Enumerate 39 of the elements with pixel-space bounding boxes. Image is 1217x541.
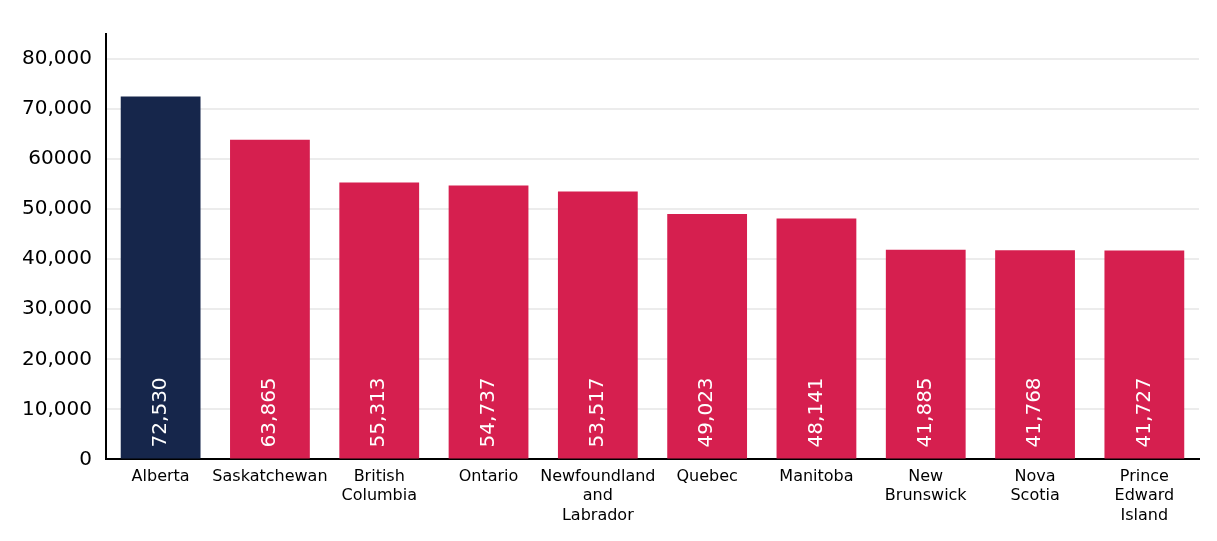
bar bbox=[230, 139, 310, 459]
y-tick-label: 30,000 bbox=[22, 295, 92, 320]
data-label: 54,737 bbox=[474, 377, 499, 448]
x-tick-label: Newfoundland and Labrador bbox=[540, 466, 656, 524]
x-tick-label: Quebec bbox=[676, 466, 738, 486]
x-tick-label: Alberta bbox=[131, 466, 190, 486]
y-tick-label: 50,000 bbox=[22, 195, 92, 220]
bar bbox=[776, 218, 857, 459]
y-tick-label: 70,000 bbox=[22, 95, 92, 120]
bar bbox=[120, 96, 201, 459]
x-tick-label: Saskatchewan bbox=[212, 466, 328, 486]
x-tick-label: Nova Scotia bbox=[1010, 466, 1060, 505]
y-tick-label: 80,000 bbox=[22, 45, 92, 70]
y-tick-label: 20,000 bbox=[22, 345, 92, 370]
x-tick-label: Prince Edward Island bbox=[1114, 466, 1175, 524]
y-tick-label: 40,000 bbox=[22, 245, 92, 270]
bar bbox=[1104, 250, 1185, 459]
y-tick-label: 0 bbox=[79, 445, 92, 470]
bar bbox=[885, 249, 966, 459]
data-label: 41,885 bbox=[911, 377, 936, 448]
bar bbox=[448, 185, 529, 459]
y-tick-label: 60000 bbox=[28, 145, 92, 170]
data-label: 63,865 bbox=[256, 377, 281, 448]
data-label: 49,023 bbox=[693, 377, 718, 448]
bar bbox=[557, 191, 638, 459]
x-tick-label: Ontario bbox=[458, 466, 519, 486]
data-label: 41,768 bbox=[1021, 377, 1046, 448]
x-tick-label: Manitoba bbox=[779, 466, 854, 486]
bar bbox=[995, 250, 1075, 459]
data-label: 55,313 bbox=[365, 377, 390, 448]
x-tick-label: New Brunswick bbox=[884, 466, 968, 505]
data-label: 72,530 bbox=[146, 377, 171, 448]
data-label: 41,727 bbox=[1130, 377, 1155, 448]
data-label: 48,141 bbox=[802, 377, 827, 448]
data-label: 53,517 bbox=[584, 377, 609, 448]
bar bbox=[667, 214, 748, 459]
y-tick-label: 10,000 bbox=[22, 395, 92, 420]
bar bbox=[339, 182, 420, 459]
x-tick-label: British Columbia bbox=[341, 466, 418, 505]
